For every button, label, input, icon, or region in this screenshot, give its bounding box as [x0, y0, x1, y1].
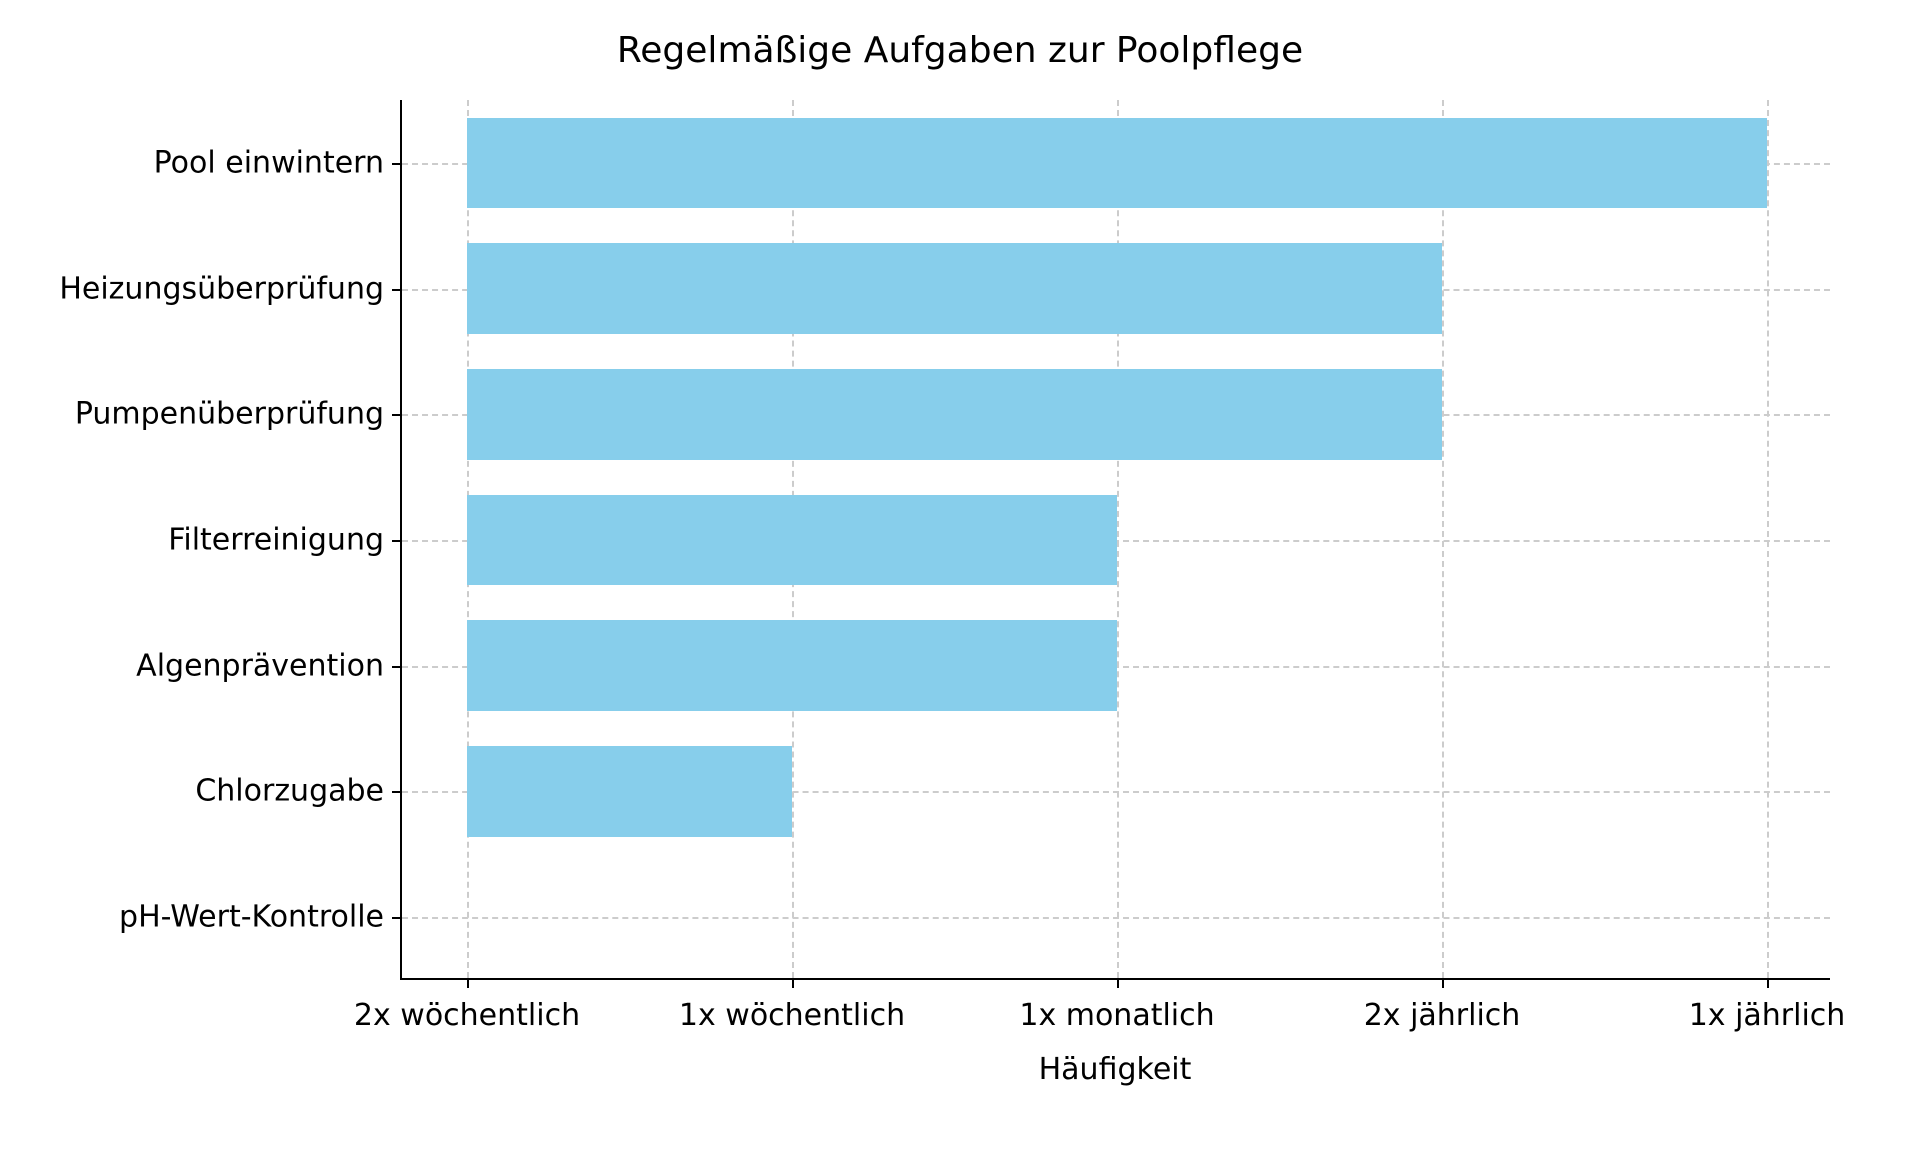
x-gridline — [1442, 100, 1444, 978]
y-tick-label: pH-Wert-Kontrolle — [119, 900, 402, 935]
plot: 2x wöchentlich1x wöchentlich1x monatlich… — [400, 100, 1830, 980]
bar — [467, 118, 1767, 209]
plot-area: 2x wöchentlich1x wöchentlich1x monatlich… — [400, 100, 1830, 980]
y-tick-label: Heizungsüberprüfung — [59, 271, 402, 306]
bar — [467, 369, 1442, 460]
x-axis-label: Häufigkeit — [1039, 1052, 1192, 1087]
bar — [467, 620, 1117, 711]
bar — [467, 495, 1117, 586]
y-tick-label: Chlorzugabe — [195, 774, 402, 809]
x-gridline — [1767, 100, 1769, 978]
x-gridline — [1117, 100, 1119, 978]
x-tick-label: 2x jährlich — [1364, 978, 1521, 1033]
y-tick-label: Filterreinigung — [168, 523, 402, 558]
x-tick-label: 1x jährlich — [1689, 978, 1846, 1033]
x-tick-label: 1x wöchentlich — [679, 978, 905, 1033]
bar — [467, 243, 1442, 334]
y-tick-label: Algenprävention — [136, 648, 402, 683]
bar — [467, 746, 792, 837]
y-tick-label: Pumpenüberprüfung — [75, 397, 402, 432]
y-gridline — [402, 917, 1830, 919]
chart-container: Regelmäßige Aufgaben zur Poolpflege 2x w… — [80, 30, 1840, 1080]
x-tick-label: 1x monatlich — [1019, 978, 1214, 1033]
chart-title: Regelmäßige Aufgaben zur Poolpflege — [80, 30, 1840, 71]
x-tick-label: 2x wöchentlich — [354, 978, 580, 1033]
y-tick-label: Pool einwintern — [154, 145, 402, 180]
